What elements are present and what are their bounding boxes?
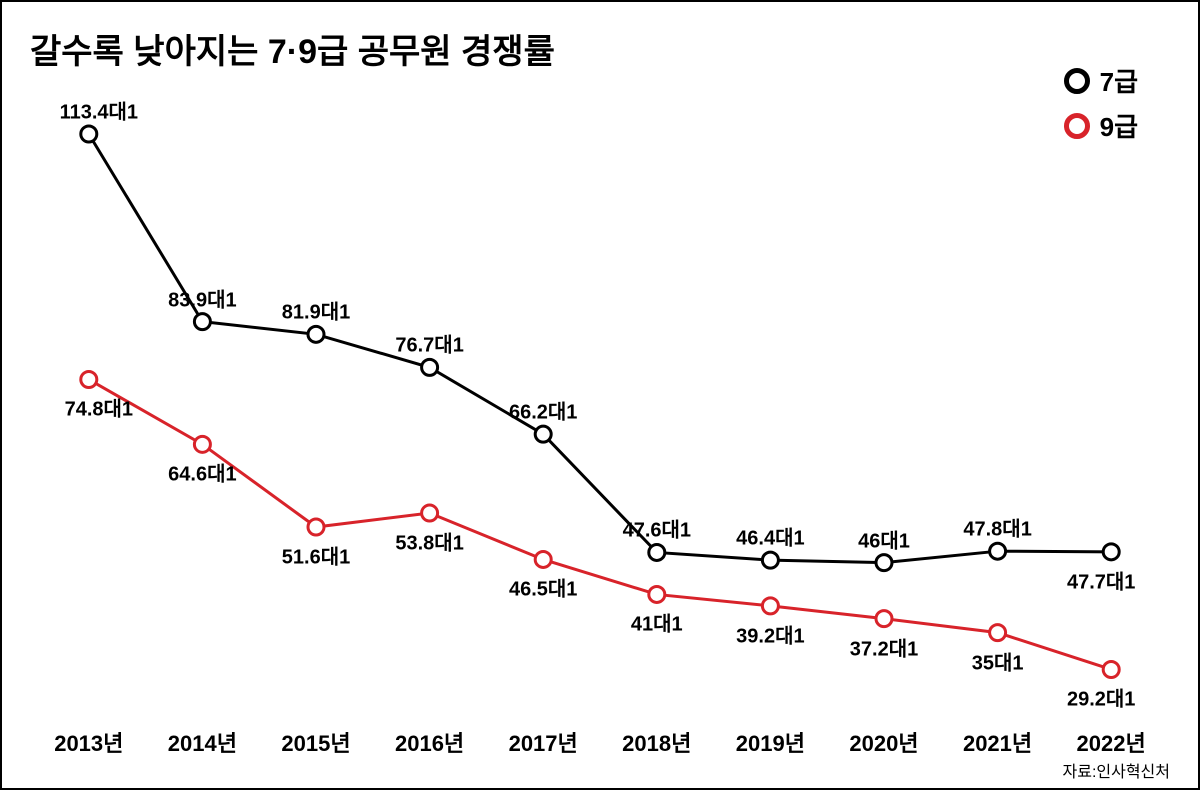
series-marker [1103, 544, 1119, 560]
series-marker [194, 314, 210, 330]
data-label: 46.5대1 [509, 573, 577, 602]
series-marker [990, 625, 1006, 641]
data-label: 66.2대1 [509, 396, 577, 425]
data-label: 74.8대1 [65, 393, 133, 422]
x-tick: 2013년 [32, 726, 146, 758]
x-axis: 2013년2014년2015년2016년2017년2018년2019년2020년… [32, 726, 1168, 758]
series-marker [762, 552, 778, 568]
series-marker [422, 505, 438, 521]
series-marker [308, 519, 324, 535]
x-tick: 2019년 [714, 726, 828, 758]
series-marker [194, 436, 210, 452]
data-label: 47.6대1 [623, 514, 691, 543]
data-label: 47.8대1 [963, 513, 1031, 542]
series-marker [422, 359, 438, 375]
data-label: 81.9대1 [282, 296, 350, 325]
data-label: 47.7대1 [1067, 565, 1135, 594]
series-marker [308, 326, 324, 342]
data-label: 76.7대1 [395, 329, 463, 358]
series-marker [990, 543, 1006, 559]
data-label: 29.2대1 [1067, 683, 1135, 712]
series-marker [81, 371, 97, 387]
data-label: 46.4대1 [736, 522, 804, 551]
plot-svg [32, 92, 1168, 728]
x-tick: 2021년 [941, 726, 1055, 758]
x-tick: 2022년 [1054, 726, 1168, 758]
data-label: 35대1 [972, 646, 1024, 675]
data-label: 64.6대1 [168, 458, 236, 487]
data-label: 53.8대1 [395, 527, 463, 556]
data-label: 113.4대1 [60, 95, 138, 124]
data-label: 39.2대1 [736, 619, 804, 648]
chart-area: 113.4대1 83.9대1 81.9대1 76.7대1 66.2대1 47.6대1 46.… [32, 92, 1168, 728]
data-label: 41대1 [631, 608, 683, 637]
series-marker [876, 611, 892, 627]
data-label: 46대1 [858, 524, 910, 553]
series-marker [535, 426, 551, 442]
series-marker [81, 126, 97, 142]
data-label: 51.6대1 [282, 541, 350, 570]
series-line [89, 134, 1111, 563]
series-marker [762, 598, 778, 614]
source-label: 자료:인사혁신처 [1063, 758, 1171, 782]
data-label: 83.9대1 [168, 283, 236, 312]
x-tick: 2017년 [486, 726, 600, 758]
series-line [89, 379, 1111, 669]
x-tick: 2015년 [259, 726, 373, 758]
series-marker [535, 551, 551, 567]
x-tick: 2014년 [146, 726, 260, 758]
x-tick: 2018년 [600, 726, 714, 758]
x-tick: 2016년 [373, 726, 487, 758]
data-label: 37.2대1 [850, 632, 918, 661]
series-marker [649, 544, 665, 560]
legend-marker-icon [1064, 68, 1090, 94]
x-tick: 2020년 [827, 726, 941, 758]
series-marker [876, 555, 892, 571]
series-marker [649, 586, 665, 602]
chart-title: 갈수록 낮아지는 7·9급 공무원 경쟁률 [30, 24, 555, 73]
series-marker [1103, 661, 1119, 677]
